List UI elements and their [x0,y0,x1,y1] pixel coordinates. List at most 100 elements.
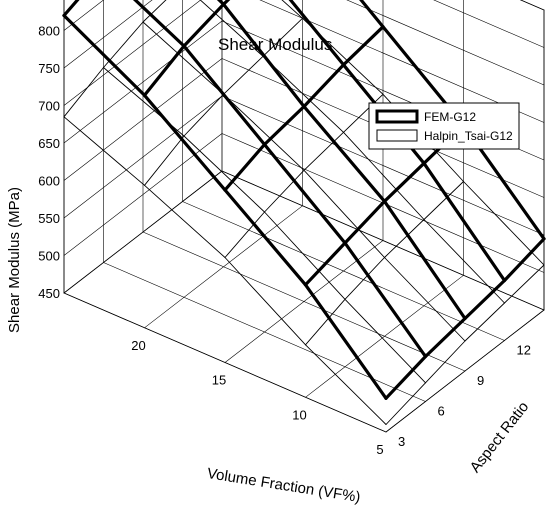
surface-line [182,2,226,48]
surface-line [183,93,224,137]
x-tick-label: 20 [131,338,145,353]
z-tick-label: 450 [38,286,60,301]
surface-line [63,116,145,186]
y-axis-label: Aspect Ratio [467,398,533,475]
x-axis-label: Volume Fraction (VF%) [206,465,362,506]
x-tick-label: 5 [376,442,383,457]
surface-line [223,55,264,95]
z-tick-label: 500 [38,249,60,264]
surface-line [502,237,546,283]
surface-line [182,44,267,147]
surface-line [264,211,346,300]
z-tick-label: 600 [38,174,60,189]
z-tick-label: 700 [38,99,60,114]
surface-line [303,131,344,171]
surface-line [343,131,425,220]
surface-line [63,67,104,118]
grid-line [103,262,426,402]
surface-line [423,181,464,220]
surface-line [223,142,267,192]
surface-line [288,0,346,67]
surfaces [62,0,546,425]
surface-line [344,257,385,300]
surface-line [142,21,224,95]
surface-line [343,241,428,359]
grid-line [63,20,223,144]
y-tick-label: 9 [477,373,484,388]
grid-line [346,0,545,86]
surface-line [302,104,387,203]
tick-labels: 450 500 550 600 650 700 750 800 850 5 10 15 20 3 6 9 12 [38,0,531,457]
z-tick-label: 550 [38,211,60,226]
grid-line [63,0,202,106]
surface-line [224,211,265,258]
surface-line [504,264,545,304]
grid-line [259,0,545,123]
surface-line [303,283,388,400]
surface-line [144,135,185,186]
grid-lines [63,0,545,433]
grid-line [63,0,104,31]
grid-line [221,95,545,236]
z-tick-label: 800 [38,24,60,39]
legend-label-halpin: Halpin_Tsai-G12 [424,129,513,143]
surface-line [382,161,426,203]
surface-line [223,188,308,287]
grid-line [182,201,505,341]
surface-line [343,93,384,133]
legend-swatch-halpin [376,129,418,142]
grid-line [221,170,545,311]
surface-line [132,0,186,48]
surface-line [423,219,505,304]
y-tick-label: 3 [398,434,405,449]
surface-line [384,257,466,342]
surface-line [341,25,385,67]
surface-fem-g12 [62,0,546,400]
surface-line [216,0,226,6]
surface-line [359,0,385,29]
y-tick-label: 12 [517,343,531,358]
surface-line [223,93,305,171]
surface-line [305,298,346,346]
z-tick-label: 650 [38,136,60,151]
grid-line [142,231,466,372]
surface-line [343,199,387,245]
z-axis-label: Shear Modulus (MPa) [6,187,23,333]
surface-line [463,278,507,321]
surface-line [303,241,347,287]
surface-line [384,354,428,400]
surface-line [199,0,264,57]
grid-line [63,292,387,433]
surface-line [262,17,303,57]
chart-title: Shear Modulus [218,35,332,54]
legend-swatch-fem [375,109,419,124]
surface-line [262,104,306,147]
grid-line [63,58,223,181]
y-tick-label: 6 [438,404,445,419]
surface-line [281,0,303,19]
surface-line [464,302,505,342]
surface-line [302,63,346,109]
surface-line [144,184,226,258]
surface-line [382,199,467,321]
surface-line [423,316,467,359]
surface-line [221,0,231,6]
surface-line [62,0,80,18]
surface-line [142,93,227,192]
x-tick-label: 15 [212,373,226,388]
surface-line [221,2,306,109]
surface-line [224,257,306,346]
x-tick-label: 10 [292,407,306,422]
surface-line [384,219,425,258]
legend: FEM-G12 Halpin_Tsai-G12 [368,102,520,150]
legend-label-fem: FEM-G12 [424,110,476,124]
surface-line [305,344,387,425]
axes-box [63,0,545,433]
surface-line [385,382,426,425]
surface-line [425,340,466,384]
grid-line [433,0,545,48]
surface-line [262,142,347,245]
surface-line [422,161,507,283]
surface-line [264,169,305,213]
